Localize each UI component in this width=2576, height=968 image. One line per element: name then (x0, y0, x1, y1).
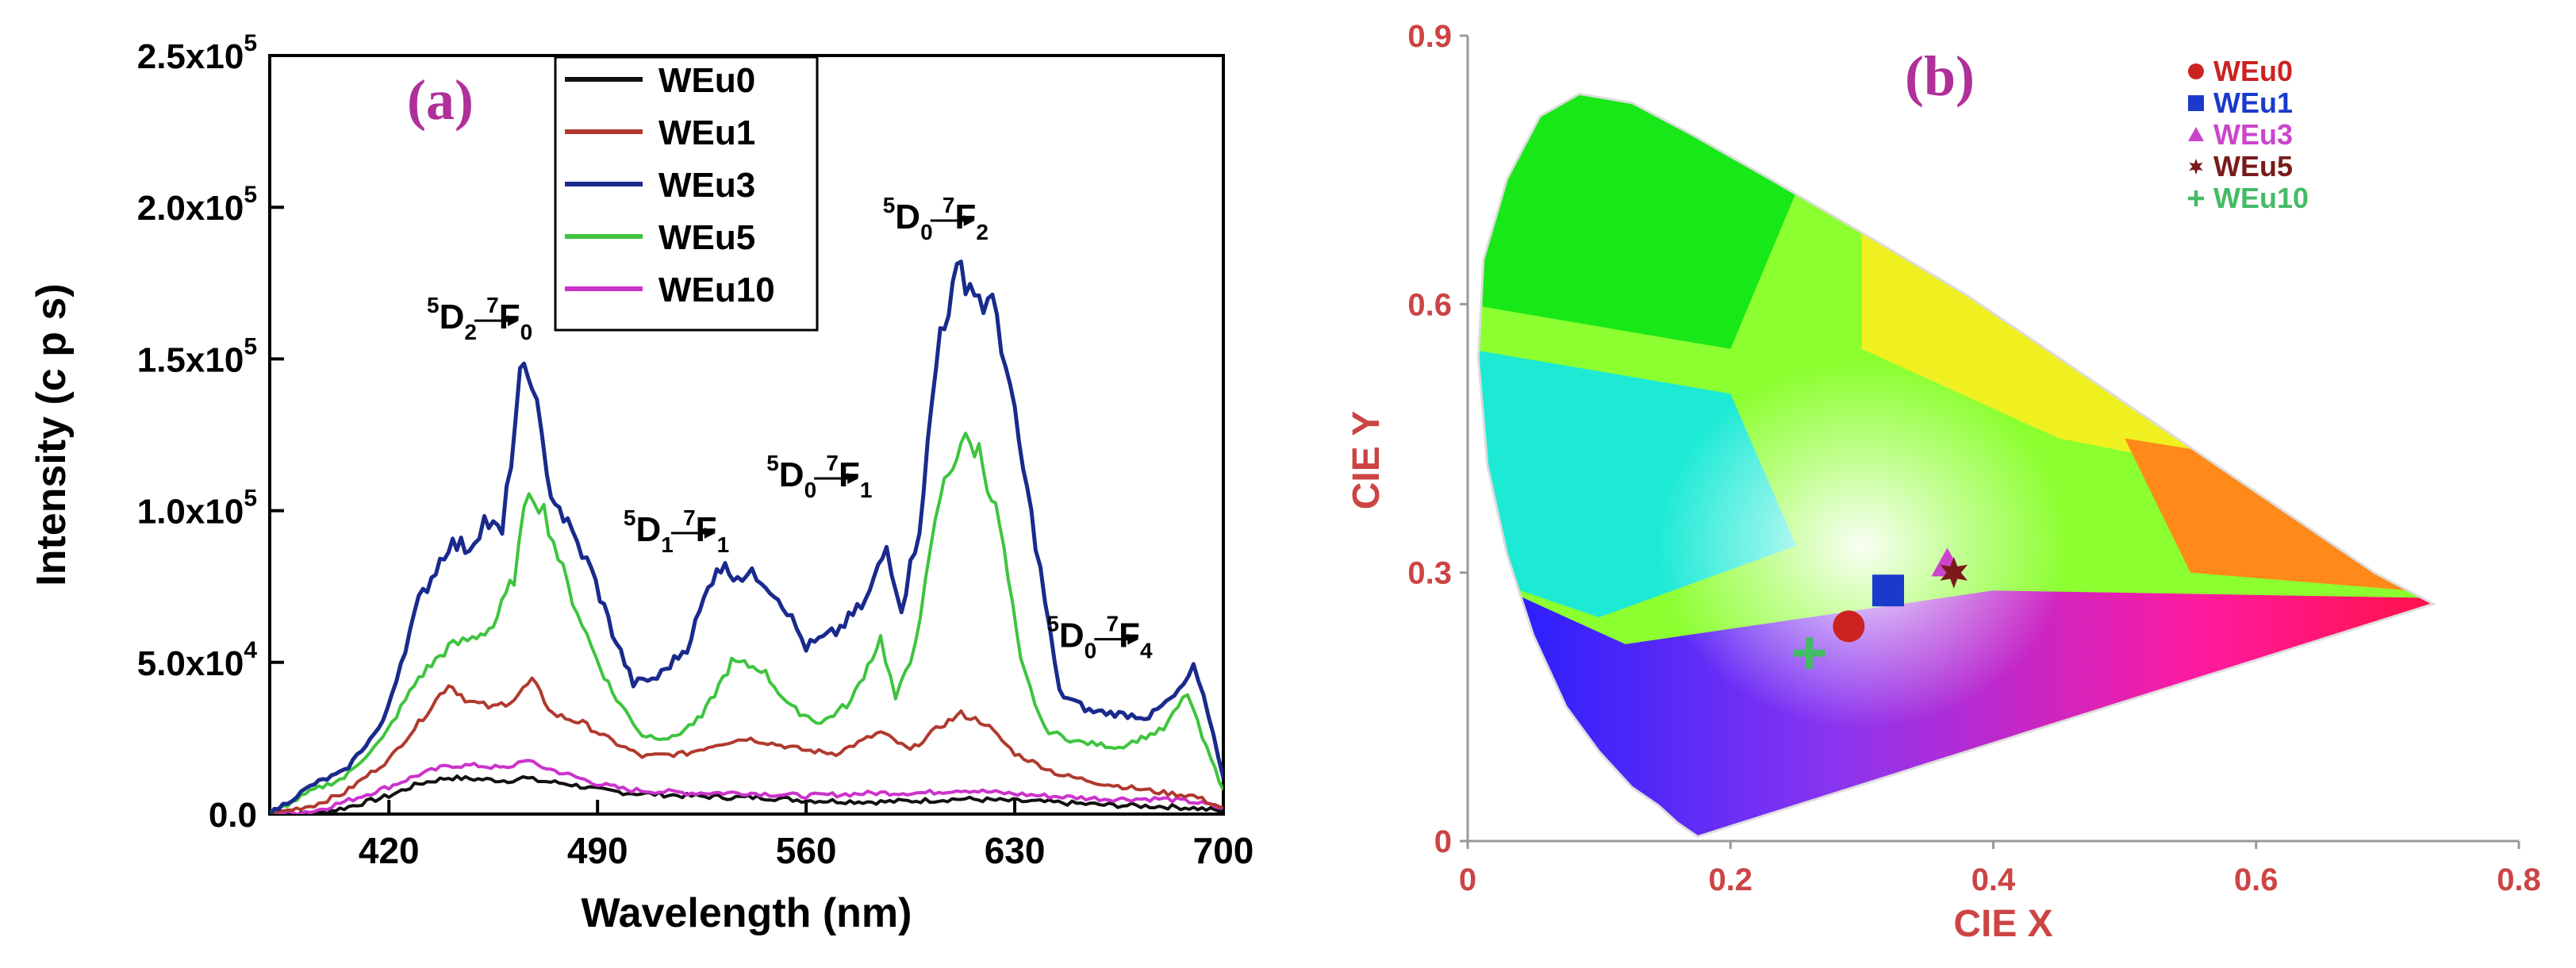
panel-b-xlabel: CIE X (1953, 903, 2052, 945)
b-legend-marker-weu5 (2189, 159, 2203, 175)
svg-text:5D0 7F4: 5D0 7F4 (1046, 612, 1153, 663)
a-ytick-label: 1.0x105 (137, 486, 257, 532)
series-line-weu3 (270, 259, 1223, 814)
panel-a-xlabel: Wavelength (nm) (582, 890, 912, 936)
series-line-weu5 (270, 432, 1223, 814)
b-legend-marker-weu0 (2188, 63, 2204, 79)
a-xtick-label: 560 (776, 830, 837, 871)
a-xtick-label: 700 (1193, 830, 1254, 871)
a-xtick-label: 630 (985, 830, 1046, 871)
a-xtick-label: 490 (567, 830, 628, 871)
transition-arrowhead (847, 473, 859, 485)
b-legend-label-weu3: WEu3 (2213, 118, 2293, 151)
b-legend-marker-weu10 (2188, 190, 2204, 206)
svg-text:5D0 7F2: 5D0 7F2 (883, 193, 989, 244)
transition-arrowhead (508, 315, 520, 327)
a-ytick-label: 2.5x105 (137, 30, 257, 76)
svg-text:5D1 7F1: 5D1 7F1 (624, 505, 729, 557)
b-legend-marker-weu3 (2188, 127, 2204, 141)
panel-b-label: (b) (1905, 44, 1975, 108)
a-ytick-label: 2.0x105 (137, 182, 257, 228)
cie-gamut (1478, 94, 2434, 837)
transition-arrowhead (963, 214, 975, 226)
a-legend-label-weu0: WEu0 (658, 61, 755, 100)
a-legend-box (554, 56, 819, 332)
transition-arrowhead (704, 527, 716, 539)
svg-text:5D2 7F0: 5D2 7F0 (427, 293, 532, 344)
a-legend-label-weu10: WEu10 (658, 271, 775, 309)
a-legend-label-weu1: WEu1 (658, 113, 755, 152)
series-line-weu10 (270, 759, 1223, 814)
panel-b-points (1793, 547, 1968, 670)
panel-b: 0 0.2 0.4 0.6 0.800.30.60.9 (b) CIE X CIE Y … (1346, 19, 2541, 945)
b-xtick-label: 0.4 (1971, 862, 2016, 897)
svg-text:5D0 7F1: 5D0 7F1 (766, 451, 872, 502)
panel-b-ticks: 0 0.2 0.4 0.6 0.8 0 0.3 0.6 0.9 (1407, 19, 2540, 897)
transition-annotation: 5D2 7F0 (427, 293, 532, 344)
point-weu10 (1793, 637, 1825, 670)
transition-annotation: 5D0 7F1 (766, 451, 872, 502)
panel-a-ticks: 420 490 560 630 700 0.0 5.0x104 1.0x105 1.5x105 2… (137, 30, 1254, 871)
transition-arrowhead (1127, 633, 1139, 645)
a-legend-label-weu5: WEu5 (658, 218, 755, 257)
a-xtick-label: 420 (359, 830, 420, 871)
series-line-weu1 (270, 676, 1223, 814)
panel-a: 420 490 560 630 700 0.0 5.0x104 1.0x105 1.5x105 2… (29, 30, 1253, 936)
panel-a-series (270, 259, 1223, 814)
a-ytick-label: 0.0 (209, 796, 257, 835)
panel-a-legend: WEu0 WEu1 WEu3 WEu5 WEu10 (554, 56, 819, 332)
transition-annotation: 5D0 7F4 (1046, 612, 1153, 663)
transition-annotation: 5D0 7F2 (883, 193, 989, 244)
b-ytick-label: 0.3 (1407, 556, 1452, 591)
b-legend-label-weu5: WEu5 (2213, 150, 2293, 182)
point-weu1 (1872, 574, 1904, 607)
b-legend-marker-weu1 (2188, 95, 2204, 111)
b-legend-label-weu10: WEu10 (2213, 182, 2309, 214)
panel-a-label: (a) (407, 68, 474, 132)
b-ytick-label: 0 (1434, 824, 1452, 859)
b-ytick-label: 0.9 (1407, 19, 1452, 54)
b-ytick-label: 0.6 (1407, 287, 1452, 322)
cie-diagram (1476, 92, 2437, 839)
panel-a-frame (268, 54, 1225, 816)
a-ytick-label: 5.0x104 (137, 637, 258, 683)
panel-b-ylabel: CIE Y (1346, 411, 1388, 510)
panel-a-annotations: 5D2 7F0 5D1 7F1 5D0 7F1 5D0 7F2 5D0 7F4 (427, 193, 1153, 663)
b-xtick-label: 0.2 (1708, 862, 1753, 897)
b-xtick-label: 0.8 (2497, 862, 2541, 897)
point-weu5 (1940, 556, 1968, 589)
b-xtick-label: 0.6 (2234, 862, 2278, 897)
b-legend-label-weu0: WEu0 (2213, 55, 2293, 87)
a-legend-label-weu3: WEu3 (658, 166, 755, 205)
panel-a-ylabel: Intensity (c p s) (29, 283, 75, 586)
point-weu0 (1833, 610, 1865, 643)
b-xtick-label: 0 (1459, 862, 1476, 897)
transition-annotation: 5D1 7F1 (624, 505, 729, 557)
a-ytick-label: 1.5x105 (137, 333, 257, 379)
spectral-locus (1476, 92, 2437, 839)
b-legend-label-weu1: WEu1 (2213, 86, 2293, 119)
